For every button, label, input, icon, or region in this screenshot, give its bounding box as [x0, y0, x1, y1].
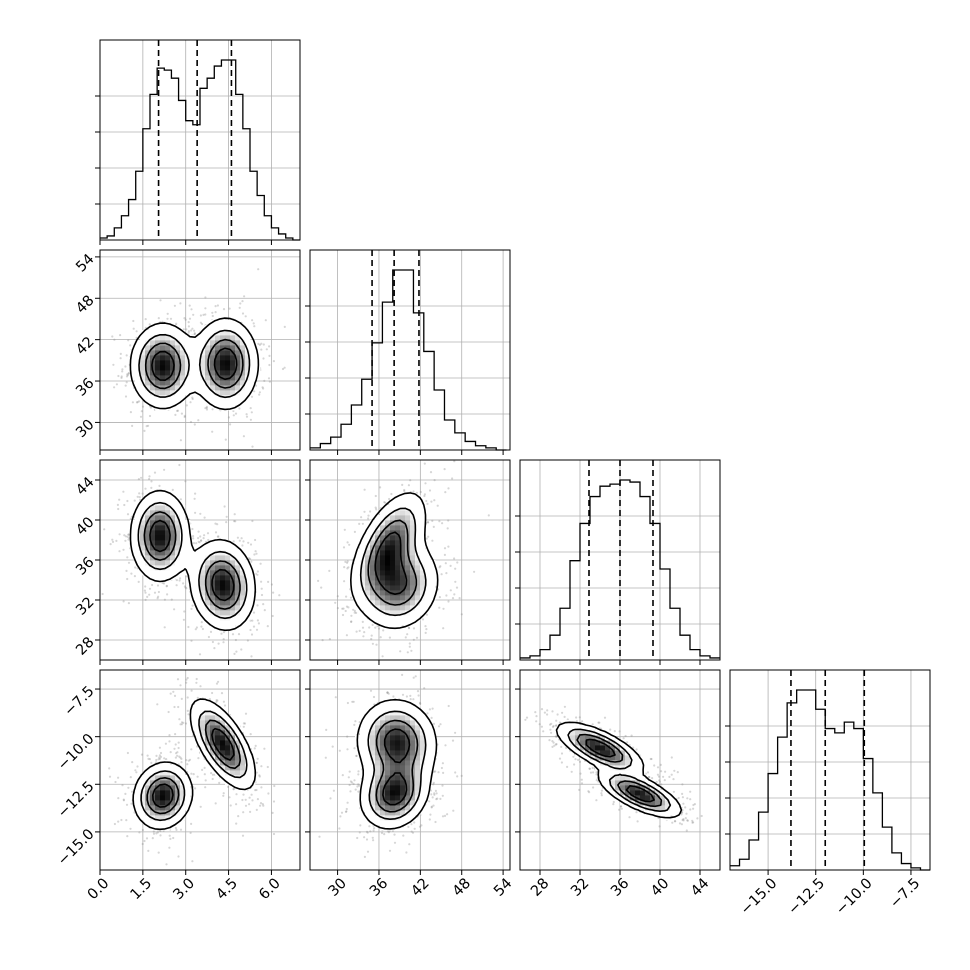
y-tick-label: 54	[73, 251, 97, 275]
histogram-panel: −15.0 −12.5 −10.0 −7.5	[725, 669, 931, 918]
x-tick-label: 1.5	[128, 875, 156, 903]
x-tick-label: 42	[408, 875, 432, 899]
x-tick-label: −12.5	[785, 875, 828, 918]
contour-line	[138, 329, 251, 399]
panel-frame	[309, 249, 511, 451]
y-tick-label: 42	[73, 334, 97, 358]
y-tick-label: 40	[73, 514, 97, 538]
panel-content	[108, 676, 276, 866]
y-tick-label: −7.5	[61, 683, 97, 719]
x-tick-label: 40	[648, 875, 672, 899]
panel-content	[318, 673, 463, 859]
contour-line	[585, 738, 655, 803]
x-tick-label: 36	[367, 875, 391, 899]
histogram-panel	[95, 39, 301, 245]
panel-frame	[99, 249, 301, 451]
contour-line	[367, 519, 418, 606]
x-tick-label: 48	[450, 875, 474, 899]
histogram-step-line	[310, 269, 507, 451]
contour-line	[129, 489, 257, 632]
scatter-panel: 0.0 1.5 3.0 4.5 6.0 −15.0−12.5 −10.0 −7.5	[55, 669, 301, 903]
contour-line	[367, 710, 427, 820]
y-tick-label: 32	[73, 594, 97, 618]
histogram-panel	[305, 249, 511, 455]
contour-line	[567, 728, 672, 812]
y-tick-label: 30	[73, 417, 97, 441]
x-tick-label: 44	[688, 875, 712, 899]
contour-line	[140, 710, 248, 822]
x-tick-label: 3.0	[171, 875, 199, 903]
y-tick-label: 36	[73, 375, 97, 399]
scatter-panel: 30 36 42 48 54	[73, 249, 301, 455]
panel-frame	[729, 669, 931, 871]
contour-line	[129, 317, 260, 411]
panel-content	[111, 268, 286, 448]
x-tick-label: 4.5	[213, 875, 241, 903]
x-tick-label: 54	[491, 875, 515, 899]
contour-line	[382, 728, 411, 806]
x-tick-label: −7.5	[887, 875, 923, 911]
contour-line	[359, 507, 427, 617]
scatter-panel: 28 32 36 40 44	[73, 459, 301, 665]
x-tick-label: 36	[608, 875, 632, 899]
contour-line	[137, 501, 248, 620]
y-tick-label: −10.0	[55, 731, 98, 774]
contour-line	[356, 698, 438, 830]
histogram-panel	[515, 459, 721, 665]
y-tick-label: −12.5	[55, 779, 98, 822]
x-tick-label: 0.0	[85, 875, 113, 903]
contour-line	[143, 511, 241, 610]
panel-frame	[99, 39, 301, 241]
density-bins	[130, 490, 256, 631]
x-tick-label: −10.0	[833, 875, 876, 918]
contour-line	[555, 721, 683, 819]
y-tick-label: −15.0	[55, 826, 98, 869]
contour-line	[350, 492, 439, 630]
x-tick-label: −15.0	[738, 875, 781, 918]
y-tick-label: 44	[73, 474, 97, 498]
panel-background	[100, 40, 300, 240]
scatter-panel	[305, 459, 511, 665]
y-tick-label: 48	[73, 293, 97, 317]
panel-content	[524, 705, 703, 832]
contour-line	[149, 519, 235, 602]
panel-frame	[99, 669, 301, 871]
x-tick-label: 30	[326, 875, 350, 899]
x-tick-label: 32	[568, 875, 592, 899]
x-tick-label: 6.0	[256, 875, 284, 903]
y-tick-label: 28	[73, 634, 97, 658]
histogram-step-line	[100, 59, 300, 241]
y-tick-label: 36	[73, 554, 97, 578]
contour-line	[375, 719, 419, 813]
contour-line	[151, 347, 238, 381]
contour-line	[152, 727, 235, 808]
scatter-panel: 30 36 42 48 54	[305, 669, 516, 900]
histogram-step-line	[730, 689, 930, 871]
contour-line	[374, 531, 408, 595]
contour-line	[132, 698, 257, 831]
panel-background	[730, 670, 930, 870]
contour-line	[144, 338, 244, 390]
x-tick-label: 28	[528, 875, 552, 899]
panel-background	[310, 250, 510, 450]
contour-line	[576, 733, 663, 808]
panel-content	[317, 460, 490, 658]
panel-frame	[309, 669, 511, 871]
scatter-panel: 28 32 36 40 44	[515, 669, 721, 900]
panel-content	[101, 463, 281, 658]
contour-line	[146, 719, 241, 815]
